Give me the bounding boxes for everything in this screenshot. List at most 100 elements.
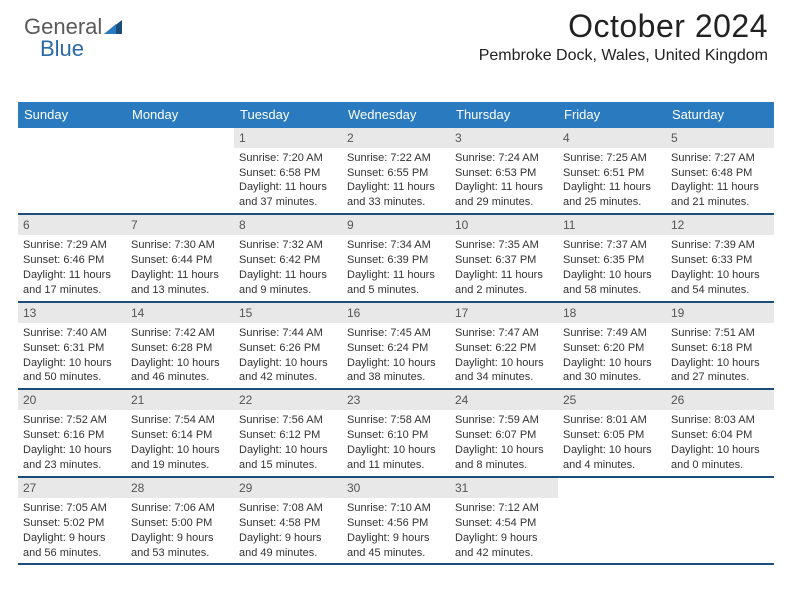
daylight-text: Daylight: 10 hours and 4 minutes. xyxy=(563,443,661,473)
sunset-text: Sunset: 6:10 PM xyxy=(347,428,445,443)
logo-text-blue-wrap: Blue xyxy=(40,36,84,62)
daylight-text: Daylight: 10 hours and 15 minutes. xyxy=(239,443,337,473)
daylight-text: Daylight: 10 hours and 0 minutes. xyxy=(671,443,769,473)
weekday-header: Monday xyxy=(126,102,234,128)
day-number: 22 xyxy=(234,390,342,410)
weekday-header: Sunday xyxy=(18,102,126,128)
daylight-text: Daylight: 11 hours and 21 minutes. xyxy=(671,180,769,210)
day-cell: Sunrise: 7:20 AMSunset: 6:58 PMDaylight:… xyxy=(234,148,342,213)
day-number: 19 xyxy=(666,303,774,323)
sunset-text: Sunset: 6:58 PM xyxy=(239,166,337,181)
daylight-text: Daylight: 11 hours and 9 minutes. xyxy=(239,268,337,298)
sunset-text: Sunset: 6:33 PM xyxy=(671,253,769,268)
daylight-text: Daylight: 11 hours and 13 minutes. xyxy=(131,268,229,298)
sunset-text: Sunset: 6:07 PM xyxy=(455,428,553,443)
day-cell: Sunrise: 7:52 AMSunset: 6:16 PMDaylight:… xyxy=(18,410,126,475)
day-number: 5 xyxy=(666,128,774,148)
day-cell: Sunrise: 7:34 AMSunset: 6:39 PMDaylight:… xyxy=(342,235,450,300)
calendar-body: 12345Sunrise: 7:20 AMSunset: 6:58 PMDayl… xyxy=(18,128,774,566)
day-cell: Sunrise: 7:08 AMSunset: 4:58 PMDaylight:… xyxy=(234,498,342,563)
sunrise-text: Sunrise: 7:32 AM xyxy=(239,238,337,253)
sunset-text: Sunset: 6:37 PM xyxy=(455,253,553,268)
daylight-text: Daylight: 11 hours and 5 minutes. xyxy=(347,268,445,298)
day-cell: Sunrise: 7:24 AMSunset: 6:53 PMDaylight:… xyxy=(450,148,558,213)
daylight-text: Daylight: 9 hours and 45 minutes. xyxy=(347,531,445,561)
day-cell: Sunrise: 7:30 AMSunset: 6:44 PMDaylight:… xyxy=(126,235,234,300)
sunset-text: Sunset: 6:44 PM xyxy=(131,253,229,268)
header: October 2024 Pembroke Dock, Wales, Unite… xyxy=(479,8,768,65)
day-number-row: 13141516171819 xyxy=(18,303,774,323)
calendar-week: 12345Sunrise: 7:20 AMSunset: 6:58 PMDayl… xyxy=(18,128,774,216)
sunset-text: Sunset: 6:12 PM xyxy=(239,428,337,443)
day-number: 6 xyxy=(18,215,126,235)
day-info-row: Sunrise: 7:05 AMSunset: 5:02 PMDaylight:… xyxy=(18,498,774,563)
day-number-row: 12345 xyxy=(18,128,774,148)
day-number: 15 xyxy=(234,303,342,323)
day-number xyxy=(18,128,126,148)
sunset-text: Sunset: 6:14 PM xyxy=(131,428,229,443)
sunset-text: Sunset: 4:54 PM xyxy=(455,516,553,531)
day-cell: Sunrise: 7:47 AMSunset: 6:22 PMDaylight:… xyxy=(450,323,558,388)
day-cell: Sunrise: 7:06 AMSunset: 5:00 PMDaylight:… xyxy=(126,498,234,563)
day-cell xyxy=(18,148,126,213)
sunrise-text: Sunrise: 7:22 AM xyxy=(347,151,445,166)
sunset-text: Sunset: 6:18 PM xyxy=(671,341,769,356)
sunset-text: Sunset: 4:56 PM xyxy=(347,516,445,531)
day-number-row: 2728293031 xyxy=(18,478,774,498)
day-cell: Sunrise: 8:01 AMSunset: 6:05 PMDaylight:… xyxy=(558,410,666,475)
daylight-text: Daylight: 11 hours and 2 minutes. xyxy=(455,268,553,298)
day-number: 1 xyxy=(234,128,342,148)
day-number: 18 xyxy=(558,303,666,323)
day-cell: Sunrise: 7:37 AMSunset: 6:35 PMDaylight:… xyxy=(558,235,666,300)
day-number: 8 xyxy=(234,215,342,235)
day-number: 2 xyxy=(342,128,450,148)
daylight-text: Daylight: 10 hours and 34 minutes. xyxy=(455,356,553,386)
day-cell xyxy=(666,498,774,563)
sunrise-text: Sunrise: 7:52 AM xyxy=(23,413,121,428)
daylight-text: Daylight: 10 hours and 42 minutes. xyxy=(239,356,337,386)
day-number-row: 20212223242526 xyxy=(18,390,774,410)
sunset-text: Sunset: 4:58 PM xyxy=(239,516,337,531)
daylight-text: Daylight: 10 hours and 8 minutes. xyxy=(455,443,553,473)
calendar-week: 20212223242526Sunrise: 7:52 AMSunset: 6:… xyxy=(18,390,774,478)
sunset-text: Sunset: 6:24 PM xyxy=(347,341,445,356)
sunset-text: Sunset: 6:22 PM xyxy=(455,341,553,356)
daylight-text: Daylight: 11 hours and 29 minutes. xyxy=(455,180,553,210)
sunrise-text: Sunrise: 7:20 AM xyxy=(239,151,337,166)
weekday-header: Wednesday xyxy=(342,102,450,128)
daylight-text: Daylight: 11 hours and 17 minutes. xyxy=(23,268,121,298)
day-number: 30 xyxy=(342,478,450,498)
sunset-text: Sunset: 6:39 PM xyxy=(347,253,445,268)
day-cell: Sunrise: 7:05 AMSunset: 5:02 PMDaylight:… xyxy=(18,498,126,563)
day-cell: Sunrise: 7:39 AMSunset: 6:33 PMDaylight:… xyxy=(666,235,774,300)
day-number-row: 6789101112 xyxy=(18,215,774,235)
day-number: 27 xyxy=(18,478,126,498)
sunrise-text: Sunrise: 7:47 AM xyxy=(455,326,553,341)
day-number xyxy=(666,478,774,498)
sunrise-text: Sunrise: 7:27 AM xyxy=(671,151,769,166)
sunrise-text: Sunrise: 7:37 AM xyxy=(563,238,661,253)
sunrise-text: Sunrise: 8:03 AM xyxy=(671,413,769,428)
logo-sail-icon xyxy=(104,18,124,36)
day-number: 10 xyxy=(450,215,558,235)
daylight-text: Daylight: 10 hours and 11 minutes. xyxy=(347,443,445,473)
sunset-text: Sunset: 6:26 PM xyxy=(239,341,337,356)
daylight-text: Daylight: 11 hours and 37 minutes. xyxy=(239,180,337,210)
daylight-text: Daylight: 9 hours and 49 minutes. xyxy=(239,531,337,561)
sunrise-text: Sunrise: 7:40 AM xyxy=(23,326,121,341)
sunset-text: Sunset: 6:46 PM xyxy=(23,253,121,268)
sunrise-text: Sunrise: 7:51 AM xyxy=(671,326,769,341)
day-number: 7 xyxy=(126,215,234,235)
sunrise-text: Sunrise: 7:45 AM xyxy=(347,326,445,341)
sunset-text: Sunset: 5:02 PM xyxy=(23,516,121,531)
day-cell: Sunrise: 7:49 AMSunset: 6:20 PMDaylight:… xyxy=(558,323,666,388)
sunrise-text: Sunrise: 7:49 AM xyxy=(563,326,661,341)
daylight-text: Daylight: 10 hours and 38 minutes. xyxy=(347,356,445,386)
weekday-header: Tuesday xyxy=(234,102,342,128)
sunrise-text: Sunrise: 7:25 AM xyxy=(563,151,661,166)
sunrise-text: Sunrise: 7:06 AM xyxy=(131,501,229,516)
day-cell: Sunrise: 7:12 AMSunset: 4:54 PMDaylight:… xyxy=(450,498,558,563)
day-number: 24 xyxy=(450,390,558,410)
sunrise-text: Sunrise: 7:56 AM xyxy=(239,413,337,428)
day-cell: Sunrise: 7:25 AMSunset: 6:51 PMDaylight:… xyxy=(558,148,666,213)
